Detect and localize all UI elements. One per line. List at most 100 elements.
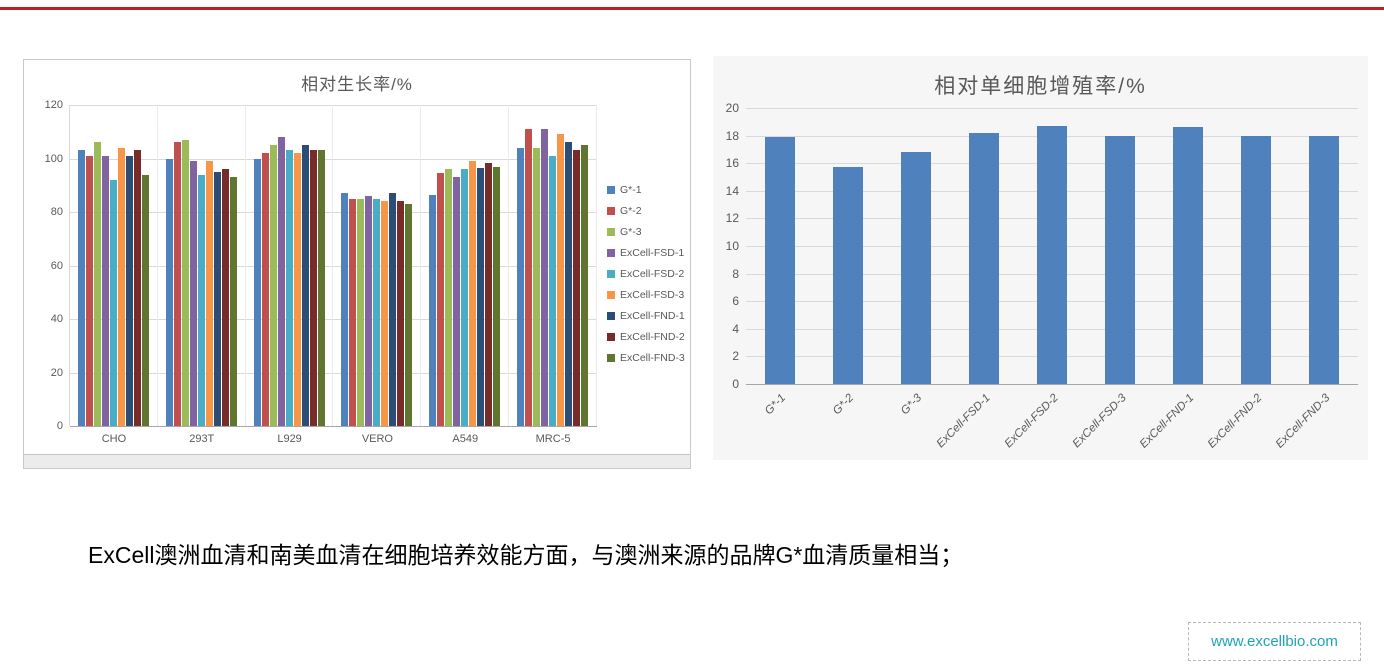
bar [349, 198, 357, 426]
bar [125, 155, 133, 426]
bar [85, 155, 93, 426]
bar [525, 129, 533, 426]
category-group [421, 105, 510, 426]
proliferation-chart-title: 相对单细胞增殖率/% [934, 75, 1147, 98]
x-category-label: L929 [277, 433, 302, 445]
legend-item: ExCell-FSD-2 [607, 263, 685, 284]
x-category-label: G*-1 [763, 392, 789, 418]
website-box: www.excellbio.com [1188, 622, 1361, 661]
proliferation-chart: 相对单细胞增殖率/% 0 2 4 6 8 10 12 14 16 18 20 G*-1 G*-2 G*-3… [713, 56, 1368, 460]
bar-slot [882, 108, 950, 384]
bar [469, 161, 477, 426]
y-tick-label: 60 [50, 259, 63, 272]
legend-item: ExCell-FND-1 [607, 305, 685, 326]
bar [549, 155, 557, 426]
bar [557, 134, 565, 426]
x-category-label: ExCell-FND-1 [1137, 392, 1197, 451]
legend-item: ExCell-FND-3 [607, 347, 685, 368]
bar [357, 198, 365, 426]
y-tick-label: 6 [732, 294, 739, 309]
bar-slot [1086, 108, 1154, 384]
bar [93, 142, 101, 426]
bar [833, 167, 863, 384]
bar-slot [950, 108, 1018, 384]
bar [253, 158, 261, 426]
x-category-label: VERO [361, 433, 393, 445]
bar [165, 158, 173, 426]
bar [1173, 127, 1203, 384]
y-tick-label: 8 [732, 266, 739, 281]
bar [445, 169, 453, 426]
legend-item: G*-2 [607, 200, 685, 221]
y-tick-label: 0 [56, 420, 63, 432]
legend-swatch [607, 311, 615, 320]
legend-label: ExCell-FND-2 [620, 330, 685, 343]
y-tick-label: 40 [50, 313, 63, 325]
bar [141, 174, 149, 426]
chart-bottom-strip [24, 454, 690, 468]
bar-slot [1290, 108, 1358, 384]
bar [1241, 135, 1271, 384]
bar [133, 150, 141, 426]
y-tick-label: 20 [50, 366, 63, 379]
y-tick-label: 2 [732, 349, 739, 364]
bar [109, 179, 117, 426]
legend-swatch [607, 290, 615, 299]
bar [429, 194, 437, 426]
y-tick-label: 18 [725, 128, 739, 143]
website-link[interactable]: www.excellbio.com [1211, 633, 1338, 650]
growth-chart-title: 相对生长率/% [301, 75, 413, 94]
y-tick-label: 16 [725, 156, 739, 171]
y-tick-label: 100 [44, 152, 63, 165]
gridline [70, 158, 597, 160]
bar [565, 142, 573, 426]
bar [197, 174, 205, 426]
growth-chart-legend: G*-1 G*-2 G*-3 ExCell-FSD-1 ExCell-FSD-2 ExCe… [607, 179, 685, 368]
bar [309, 150, 317, 426]
bar [437, 173, 445, 426]
gridline [70, 265, 597, 267]
proliferation-chart-plot: 0 2 4 6 8 10 12 14 16 18 20 G*-1 G*-2 G*-3 ExCell-FSD-… [726, 101, 1358, 451]
bar [317, 150, 325, 426]
bar [229, 177, 237, 426]
bar [1037, 125, 1067, 384]
bar [397, 201, 405, 426]
y-tick-label: 20 [725, 101, 739, 115]
legend-label: G*-1 [620, 183, 642, 196]
bar [77, 150, 85, 426]
legend-swatch [607, 227, 615, 236]
legend-swatch [607, 332, 615, 341]
y-tick-label: 0 [732, 377, 739, 391]
bar [221, 169, 229, 426]
legend-label: ExCell-FND-3 [620, 351, 685, 364]
bar [117, 147, 125, 426]
x-category-label: G*-2 [831, 392, 857, 418]
bar [213, 171, 221, 426]
x-category-label: ExCell-FND-3 [1273, 392, 1333, 451]
gridline [70, 319, 597, 320]
bar [405, 203, 413, 426]
growth-rate-chart: 相对生长率/% 0 20 40 60 80 100 120 CHO 293T L929 VERO A5… [23, 59, 691, 469]
bar [389, 193, 397, 426]
legend-label: G*-2 [620, 204, 642, 217]
legend-swatch [607, 185, 615, 194]
gridline [746, 108, 1358, 109]
gridline [70, 212, 597, 213]
bar [533, 147, 541, 426]
legend-label: G*-3 [620, 225, 642, 238]
bar [261, 153, 269, 426]
bar [301, 145, 309, 426]
x-category-label: ExCell-FND-2 [1205, 392, 1265, 451]
y-tick-label: 4 [732, 321, 739, 336]
bar [1105, 135, 1135, 384]
bar [517, 147, 525, 426]
gridline [70, 372, 597, 374]
legend-swatch [607, 248, 615, 257]
legend-item: ExCell-FSD-3 [607, 284, 685, 305]
y-tick-label: 14 [725, 183, 739, 198]
legend-label: ExCell-FSD-3 [620, 288, 685, 301]
y-tick-label: 80 [50, 206, 63, 218]
gridline [70, 426, 597, 427]
bar [293, 153, 301, 426]
